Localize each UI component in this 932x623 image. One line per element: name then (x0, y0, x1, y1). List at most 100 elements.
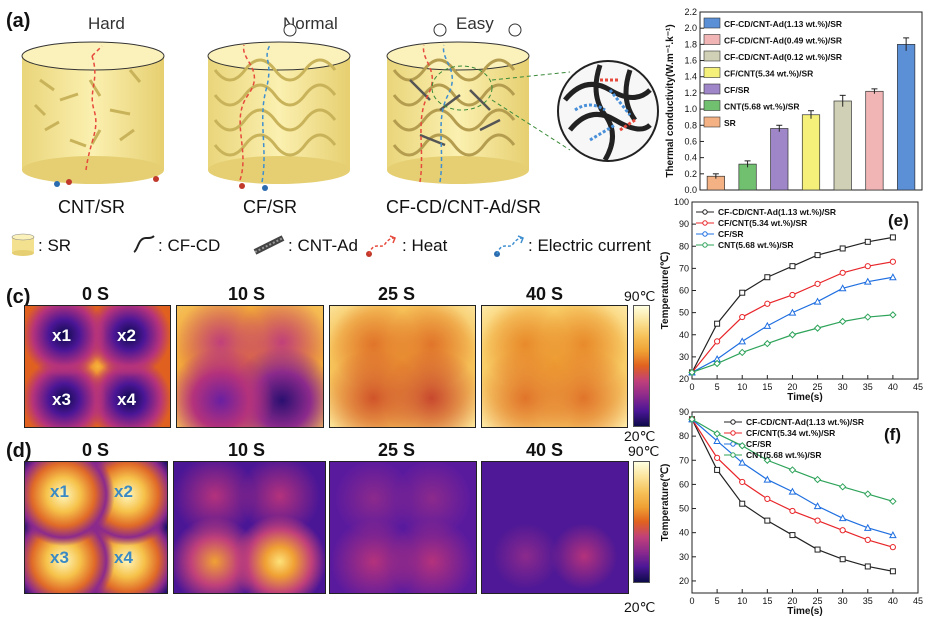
panel-c-time-10: 10 S (228, 284, 266, 304)
data-point (738, 337, 747, 345)
data-point (763, 321, 772, 329)
bar-4 (833, 100, 852, 191)
data-point (788, 308, 797, 316)
data-point (738, 442, 746, 450)
data-point (889, 497, 897, 506)
data-point (838, 514, 847, 522)
panel-d-label: (d) (6, 440, 32, 462)
x-tick-label: 35 (863, 596, 873, 606)
y-tick-label: 30 (679, 552, 689, 562)
thermal-conductivity-bar-chart: 0.0 0.2 0.4 0.6 0.8 1.0 1.2 1.4 1.6 1.8 2.0 2.2 Ther… (665, 7, 923, 195)
data-point (789, 507, 796, 515)
bar-y-tick-label: 0.2 (684, 169, 697, 179)
panel-c-label: (c) (6, 286, 31, 308)
panel-label: (f) (884, 425, 901, 444)
x-tick-label: 30 (838, 596, 848, 606)
data-point (764, 274, 771, 281)
bar-1 (738, 163, 757, 191)
data-point (713, 359, 721, 368)
bar-3 (801, 114, 821, 191)
point-x2: x2 (114, 482, 133, 501)
series-line-1 (691, 418, 894, 548)
bar-legend-swatch (703, 83, 721, 95)
data-point (764, 495, 771, 502)
label-easy: Easy (456, 14, 494, 33)
data-point (764, 517, 771, 524)
bar-legend-swatch (703, 100, 721, 111)
data-point (864, 313, 872, 321)
cylinder-illustrations (21, 23, 659, 191)
data-point (864, 490, 872, 498)
data-point (714, 454, 721, 461)
data-point (814, 280, 821, 287)
cylinder-cf-cd-cnt-ad-sr (386, 23, 571, 184)
data-point (714, 466, 721, 473)
data-point (864, 238, 871, 245)
legend-sr: : SR (38, 236, 72, 255)
panel-d-time-10: 10 S (228, 440, 266, 460)
bar-legend-label: CF-CD/CNT-Ad(1.13 wt.%)/SR (724, 19, 842, 29)
panel-d-time-40: 40 S (526, 440, 564, 460)
y-tick-label: 30 (679, 352, 689, 362)
bar-y-tick-label: 2.0 (684, 23, 697, 33)
data-point (713, 436, 721, 444)
bar-legend-swatch (703, 50, 721, 62)
data-point (889, 311, 897, 319)
legend-marker (702, 242, 708, 248)
data-point (889, 568, 896, 575)
x-axis-label: Time(s) (787, 392, 822, 403)
label-hard: Hard (88, 14, 125, 33)
y-tick-label: 40 (679, 330, 689, 340)
data-point (814, 252, 821, 259)
bar-5 (865, 90, 884, 191)
data-point (863, 523, 872, 531)
legend-label: CF/SR (718, 229, 744, 239)
x-tick-label: 5 (715, 596, 720, 606)
data-point (813, 475, 822, 484)
data-point (838, 317, 847, 326)
data-point (813, 502, 822, 510)
x-tick-label: 40 (888, 382, 898, 392)
data-point (739, 289, 746, 296)
heatmap-d-10s (173, 461, 326, 594)
bar-legend-swatch (703, 17, 721, 29)
legend-electric-current: : Electric current (528, 236, 651, 255)
data-point (814, 546, 821, 553)
data-point (838, 483, 847, 491)
heatmap-c-10s (176, 305, 324, 428)
x-tick-label: 20 (787, 382, 797, 392)
data-point (739, 478, 746, 486)
plot-frame (691, 411, 919, 594)
x-tick-label: 45 (913, 382, 923, 392)
data-point (739, 313, 746, 321)
bar-2 (770, 128, 789, 191)
x-tick-label: 0 (689, 596, 694, 606)
data-point (789, 532, 796, 539)
data-point (864, 263, 871, 270)
data-point (838, 284, 847, 292)
y-axis-label: Temperature(℃) (660, 252, 671, 330)
point-x4: x4 (117, 390, 136, 409)
bar-legend-label: CF-CD/CNT-Ad(0.12 wt.%)/SR (724, 52, 842, 62)
y-tick-label: 60 (679, 286, 689, 296)
bar-legend-label: SR (724, 118, 736, 128)
caption-cf-cd-cnt-ad-sr: CF-CD/CNT-Ad/SR (386, 197, 542, 217)
bar-y-tick-label: 0.4 (684, 153, 697, 163)
point-x3: x3 (50, 548, 69, 567)
legend-label: CF/CNT(5.34 wt.%)/SR (718, 218, 807, 228)
legend-label: CNT(5.68 wt.%)/SR (718, 240, 794, 250)
legend-marker (702, 209, 708, 215)
x-tick-label: 30 (838, 382, 848, 392)
point-x2: x2 (117, 326, 136, 345)
data-point (889, 234, 896, 241)
bar-y-tick-label: 0.6 (684, 136, 697, 146)
data-point (813, 324, 822, 332)
data-point (738, 348, 746, 357)
cnt-ad-tube-icon (253, 235, 285, 255)
bar-y-tick-label: 1.8 (684, 39, 697, 49)
x-tick-label: 45 (913, 596, 923, 606)
legend-label: CNT(5.68 wt.%)/SR (746, 450, 822, 460)
legend-label: CF-CD/CNT-Ad(1.13 wt.%)/SR (718, 207, 836, 217)
data-point (738, 458, 747, 466)
x-tick-label: 5 (715, 382, 720, 392)
